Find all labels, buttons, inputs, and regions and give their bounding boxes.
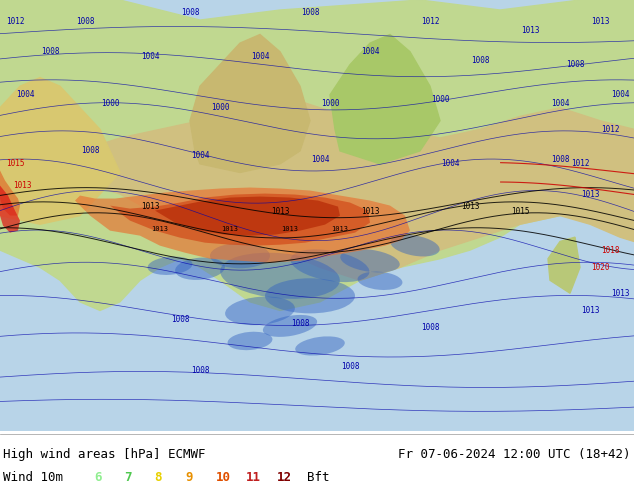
Polygon shape (0, 77, 120, 224)
Text: 1008: 1008 (421, 323, 439, 332)
Ellipse shape (391, 235, 440, 256)
Text: 1013: 1013 (271, 207, 289, 216)
Text: 1015: 1015 (511, 207, 529, 216)
Text: 1013: 1013 (152, 225, 169, 232)
Text: 1012: 1012 (571, 159, 589, 169)
Polygon shape (190, 34, 310, 172)
Text: 1013: 1013 (361, 207, 379, 216)
Text: 1012: 1012 (421, 17, 439, 26)
Text: 1004: 1004 (16, 90, 34, 99)
Text: 1008: 1008 (551, 155, 569, 164)
Text: 12: 12 (276, 471, 292, 484)
Text: 1013: 1013 (13, 181, 31, 190)
Ellipse shape (210, 243, 270, 268)
Text: 1008: 1008 (171, 315, 190, 323)
Text: 1008: 1008 (301, 8, 320, 18)
Text: 1013: 1013 (461, 202, 479, 212)
Text: 1013: 1013 (581, 306, 599, 315)
Text: 1008: 1008 (471, 56, 489, 65)
Ellipse shape (358, 271, 403, 290)
Text: Fr 07-06-2024 12:00 UTC (18+42): Fr 07-06-2024 12:00 UTC (18+42) (398, 448, 631, 461)
Ellipse shape (265, 278, 355, 314)
Text: 1012: 1012 (601, 125, 619, 134)
Ellipse shape (175, 258, 225, 280)
Text: 1004: 1004 (311, 155, 329, 164)
Text: 1008: 1008 (75, 17, 94, 26)
Text: 1013: 1013 (141, 202, 159, 212)
Polygon shape (110, 194, 370, 245)
Text: 1008: 1008 (291, 319, 309, 328)
Text: 1013: 1013 (581, 190, 599, 198)
Ellipse shape (148, 257, 193, 275)
Polygon shape (80, 95, 634, 280)
Text: 1004: 1004 (551, 99, 569, 108)
Ellipse shape (228, 332, 273, 350)
Text: 1012: 1012 (6, 17, 24, 26)
Text: 1008: 1008 (340, 362, 359, 371)
Text: 1004: 1004 (361, 47, 379, 56)
Text: 1013: 1013 (611, 289, 630, 298)
Text: 1000: 1000 (321, 99, 339, 108)
Text: Wind 10m: Wind 10m (3, 471, 63, 484)
Polygon shape (548, 237, 580, 293)
Text: 11: 11 (246, 471, 261, 484)
Text: 1013: 1013 (221, 225, 238, 232)
Text: 1004: 1004 (611, 90, 630, 99)
Text: 1008: 1008 (566, 60, 585, 69)
Text: 9: 9 (185, 471, 193, 484)
Polygon shape (0, 186, 20, 233)
Text: 8: 8 (155, 471, 162, 484)
Text: 1013: 1013 (591, 17, 609, 26)
Text: Bft: Bft (307, 471, 329, 484)
Ellipse shape (225, 296, 295, 325)
Polygon shape (75, 188, 410, 263)
Text: 6: 6 (94, 471, 101, 484)
Text: 1008: 1008 (191, 367, 209, 375)
Text: 1008: 1008 (181, 8, 199, 18)
Text: 1015: 1015 (6, 159, 24, 169)
Ellipse shape (295, 336, 345, 356)
Ellipse shape (220, 253, 340, 299)
Text: 1013: 1013 (332, 225, 349, 232)
Polygon shape (330, 34, 440, 164)
Text: 1004: 1004 (251, 51, 269, 61)
Text: 10: 10 (216, 471, 231, 484)
Text: 1008: 1008 (81, 147, 100, 155)
Ellipse shape (340, 249, 400, 272)
Text: 1000: 1000 (430, 95, 450, 104)
Text: 1018: 1018 (601, 245, 619, 255)
Text: 7: 7 (124, 471, 132, 484)
Polygon shape (155, 196, 340, 236)
Text: 1004: 1004 (141, 51, 159, 61)
Text: 1004: 1004 (441, 159, 459, 169)
Text: 1000: 1000 (210, 103, 230, 112)
Polygon shape (0, 0, 634, 431)
Ellipse shape (263, 315, 317, 337)
Text: High wind areas [hPa] ECMWF: High wind areas [hPa] ECMWF (3, 448, 205, 461)
Ellipse shape (290, 249, 370, 282)
Text: 1008: 1008 (41, 47, 59, 56)
Polygon shape (0, 171, 20, 216)
Text: 1004: 1004 (191, 151, 209, 160)
Text: 1020: 1020 (591, 263, 609, 272)
Text: 1013: 1013 (281, 225, 299, 232)
Polygon shape (0, 0, 634, 311)
Text: 1000: 1000 (101, 99, 119, 108)
Text: 1013: 1013 (521, 25, 540, 35)
